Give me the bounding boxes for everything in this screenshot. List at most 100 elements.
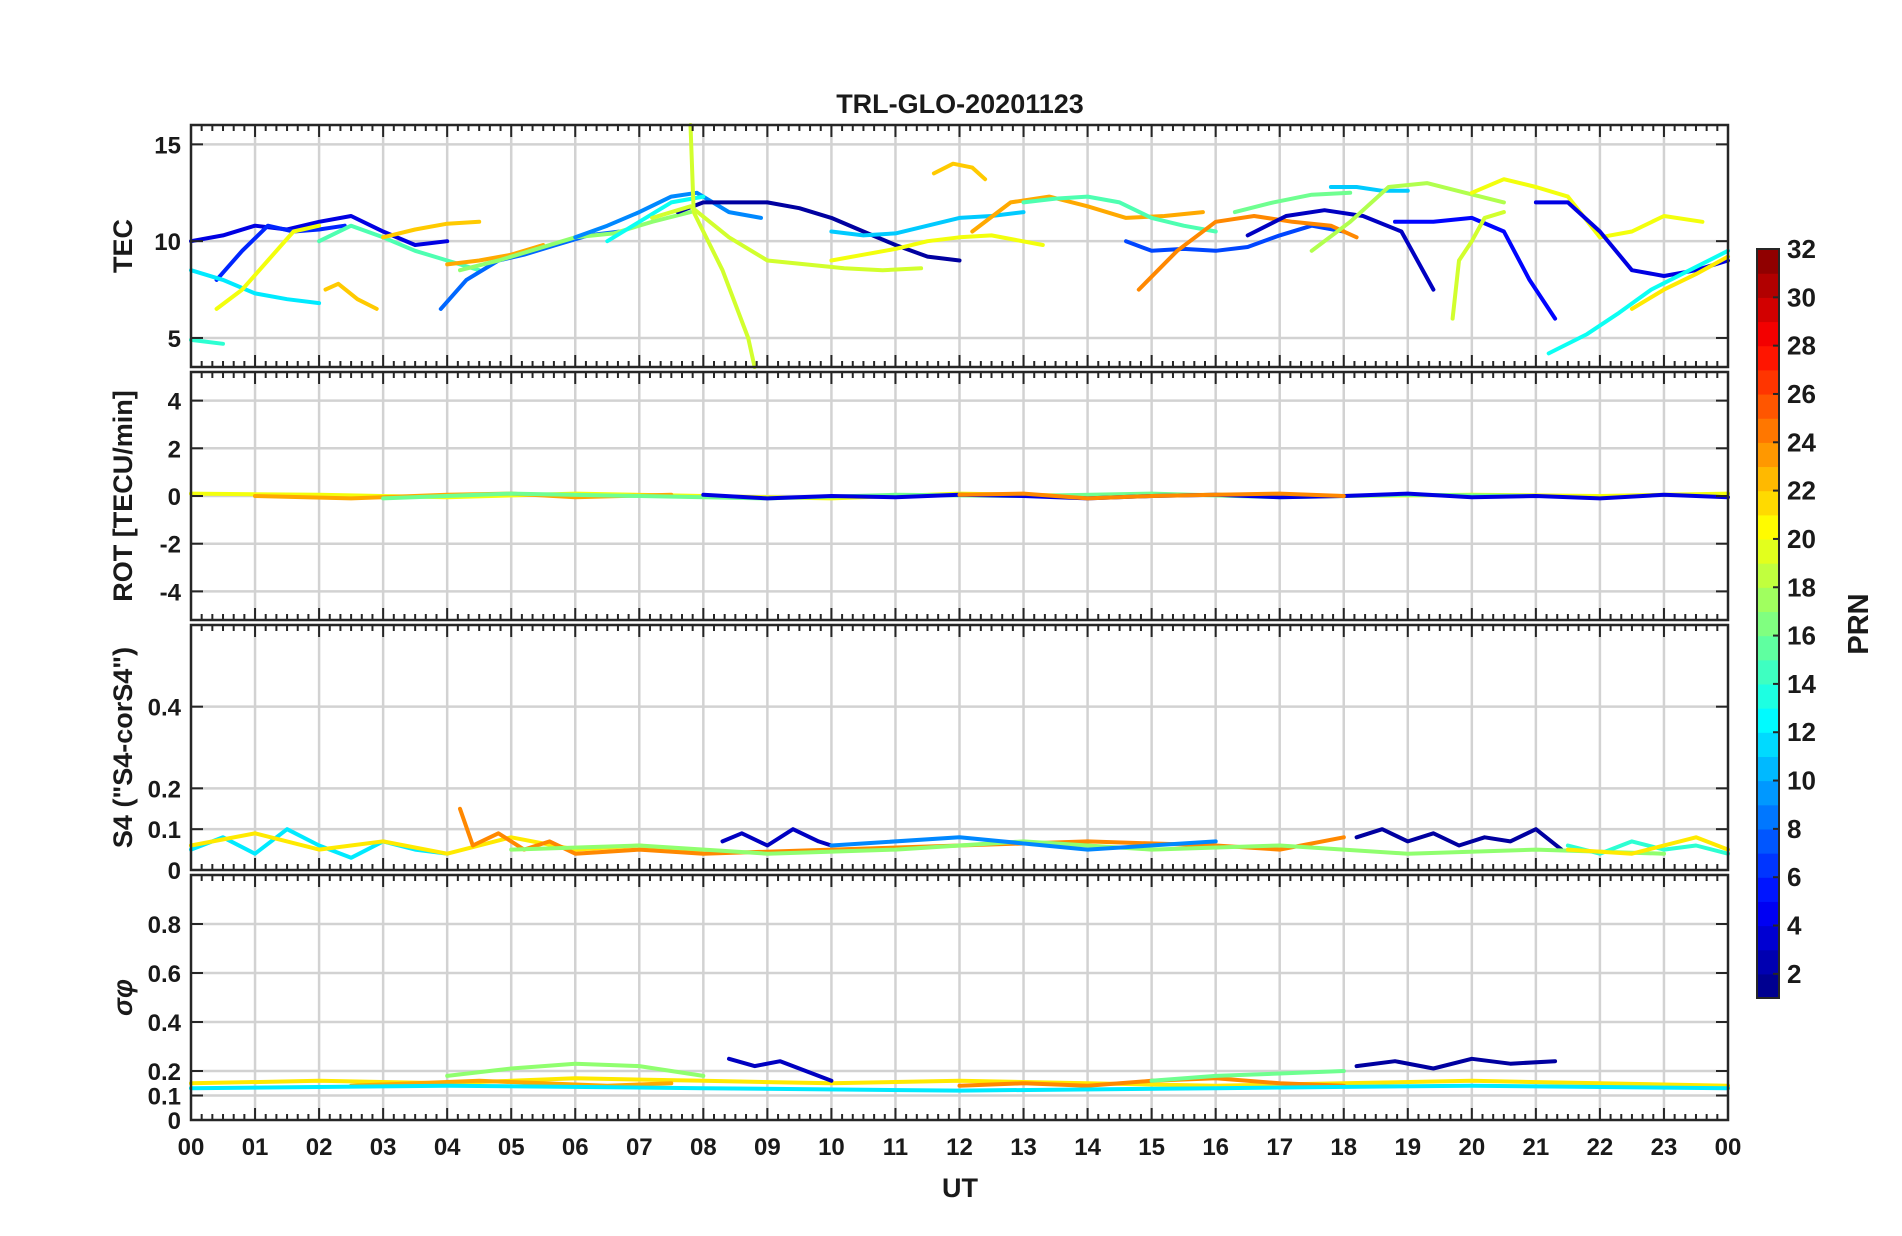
- panel-sigma_phi-frame: [189, 873, 1730, 1122]
- colorbar-segment: [1757, 538, 1779, 564]
- y-tick-label: -4: [160, 579, 182, 606]
- y-tick-label: 4: [168, 389, 182, 416]
- x-tick-label: 02: [306, 1134, 333, 1161]
- x-tick-label: 21: [1523, 1134, 1550, 1161]
- series-prn-20: [214, 223, 322, 311]
- colorbar-segment: [1757, 708, 1779, 733]
- y-tick-label: 10: [154, 229, 181, 256]
- series-prn-13: [605, 194, 706, 244]
- colorbar-segment: [1757, 877, 1779, 902]
- series-prn-12: [189, 268, 322, 306]
- colorbar-segment: [1757, 393, 1779, 419]
- series-prn-14: [189, 337, 225, 346]
- colorbar-segment: [1757, 611, 1779, 637]
- series-prn-22: [381, 219, 482, 240]
- chart-title: TRL-GLO-20201123: [836, 89, 1084, 119]
- panel-tec: 5 10 15 TEC: [108, 123, 1730, 369]
- colorbar-segment: [1757, 853, 1779, 878]
- colorbar-tick-label: 6: [1787, 862, 1801, 892]
- y-axis-label-s4: S4 ("S4-corS4"): [108, 647, 138, 848]
- x-tick-label: 16: [1202, 1134, 1229, 1161]
- x-tick-label: 20: [1458, 1134, 1485, 1161]
- x-tick-label: 08: [690, 1134, 717, 1161]
- x-tick-label: 22: [1587, 1134, 1614, 1161]
- x-tick-label: 12: [946, 1134, 973, 1161]
- colorbar-segment: [1757, 901, 1779, 927]
- x-tick-label: 11: [883, 1134, 908, 1161]
- y-tick-label: 0.1: [148, 817, 181, 844]
- series-prn-7: [1124, 223, 1346, 253]
- x-tick-label: 01: [242, 1134, 269, 1161]
- colorbar-segment: [1757, 466, 1779, 492]
- y-axis-label-tec: TEC: [108, 219, 138, 273]
- colorbar-segment: [1757, 345, 1779, 371]
- series-prn-4: [189, 214, 450, 247]
- colorbar-segment: [1757, 249, 1779, 274]
- colorbar-tick-label: 16: [1787, 621, 1816, 651]
- colorbar-segment: [1757, 418, 1779, 443]
- series-prn-21: [1629, 254, 1730, 311]
- panel-tec-series: [189, 123, 1730, 369]
- y-tick-label: 2: [168, 436, 181, 463]
- series-prn-19: [688, 123, 757, 369]
- colorbar-segment: [1757, 973, 1779, 999]
- x-tick-label: 09: [754, 1134, 781, 1161]
- series-prn-24: [1136, 214, 1359, 292]
- colorbar-tick-label: 2: [1787, 959, 1801, 989]
- series-prn-3: [727, 1056, 834, 1083]
- colorbar-segment: [1757, 828, 1779, 854]
- x-tick-label: 19: [1394, 1134, 1421, 1161]
- y-tick-label: 0.1: [148, 1084, 181, 1111]
- x-axis: 00 01 02 03 04 05 06 07 08 09 10 11 12 13 14 15 16 17 18 19…: [178, 1134, 1742, 1161]
- colorbar-segment: [1757, 369, 1779, 395]
- colorbar-segment: [1757, 756, 1779, 782]
- y-tick-label: 0: [168, 484, 181, 511]
- colorbar-tick-label: 10: [1787, 766, 1816, 796]
- colorbar-tick-label: 32: [1787, 234, 1816, 264]
- colorbar-tick-label: 22: [1787, 476, 1816, 506]
- series-prn-16: [1232, 190, 1353, 215]
- series-prn-15: [1021, 194, 1218, 234]
- y-tick-label: 0.2: [148, 1059, 181, 1086]
- colorbar-tick-label: 18: [1787, 572, 1816, 602]
- x-tick-label: 00: [178, 1134, 205, 1161]
- colorbar-segment: [1757, 659, 1779, 685]
- series-prn-3: [1245, 208, 1436, 292]
- y-tick-label: 0.8: [148, 912, 181, 939]
- x-tick-label: 23: [1651, 1134, 1678, 1161]
- y-tick-label: 0.4: [148, 695, 182, 722]
- colorbar-frame: [1756, 248, 1780, 999]
- colorbar-segment: [1757, 587, 1779, 613]
- colorbar-segment: [1757, 925, 1779, 951]
- panel-rot-frame: [189, 370, 1730, 622]
- x-tick-label: 03: [370, 1134, 397, 1161]
- panel-rot: -4 -2 0 2 4 ROT [TECU/min]: [108, 370, 1730, 622]
- series-prn-9: [573, 190, 763, 240]
- colorbar-tick-label: 4: [1787, 911, 1802, 941]
- colorbar-segment: [1757, 563, 1779, 588]
- x-tick-label: 06: [562, 1134, 589, 1161]
- series-prn-11: [1328, 185, 1410, 193]
- x-tick-label: 14: [1074, 1134, 1101, 1161]
- colorbar-tick-label: 28: [1787, 331, 1816, 361]
- panel-sigma_phi: 00.10.2 0.4 0.6 0.8 σφ: [108, 873, 1730, 1135]
- colorbar-segment: [1757, 490, 1779, 516]
- panel-s4: 0 0.1 0.2 0.4 S4 ("S4-corS4"): [108, 623, 1730, 885]
- colorbar-tick-label: 12: [1787, 717, 1816, 747]
- series-prn-2: [1354, 1056, 1558, 1071]
- series-prn-2: [1354, 827, 1564, 852]
- colorbar-segment: [1757, 514, 1779, 540]
- x-tick-label: 00: [1715, 1134, 1742, 1161]
- panel-sigma_phi-series: [189, 1056, 1730, 1093]
- x-axis-label: UT: [942, 1173, 978, 1203]
- series-prn-24: [458, 806, 1346, 856]
- series-prn-19: [650, 204, 924, 273]
- x-tick-label: 04: [434, 1134, 461, 1161]
- colorbar-tick-label: 14: [1787, 669, 1816, 699]
- y-tick-label: 15: [154, 132, 181, 159]
- y-tick-label: 0: [168, 1108, 181, 1135]
- x-tick-label: 15: [1138, 1134, 1165, 1161]
- series-prn-20: [829, 233, 1045, 263]
- series-prn-12: [189, 1083, 1730, 1093]
